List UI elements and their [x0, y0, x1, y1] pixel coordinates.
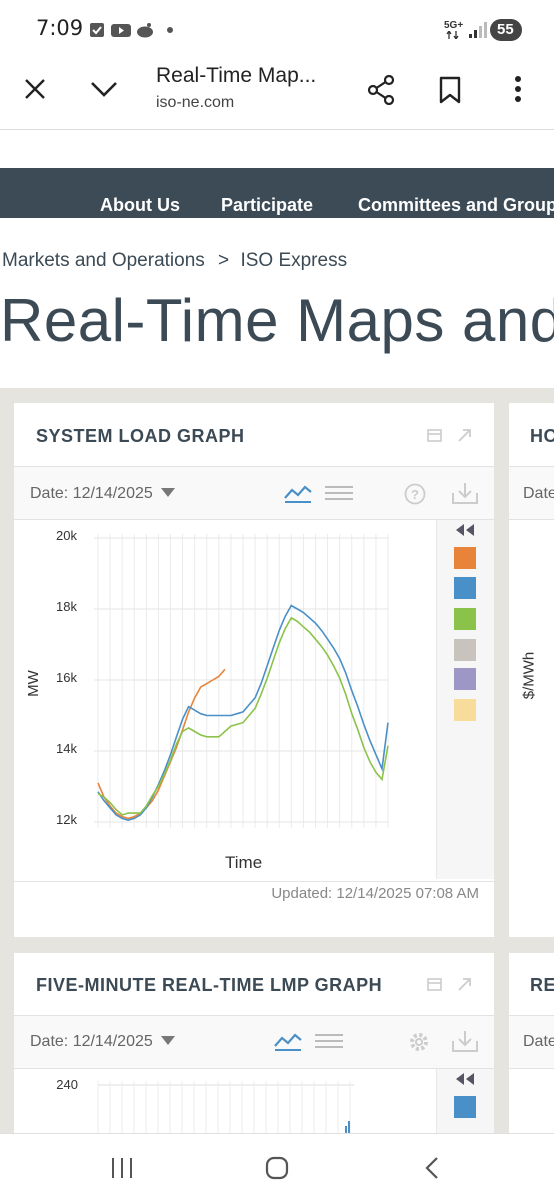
status-time: 7:09 — [36, 16, 84, 40]
status-bar: 7:09 5G+ 55 — [0, 0, 554, 60]
battery-indicator — [490, 19, 522, 41]
lmp-panel: FIVE-MINUTE REAL-TIME LMP GRAPH Date: 12… — [14, 953, 494, 1133]
battery-level: 55 — [497, 21, 514, 38]
series-line-1 — [97, 668, 226, 820]
hourly-date[interactable]: Date — [523, 485, 554, 502]
recent-apps-icon[interactable] — [110, 1156, 134, 1180]
hourly-panel: HO Date $/MWh — [509, 403, 554, 937]
youtube-icon — [111, 24, 131, 37]
lmp-table-view-icon[interactable] — [315, 1033, 343, 1049]
share-icon[interactable] — [367, 75, 395, 105]
lmp-legend-strip — [436, 1069, 494, 1133]
nav-about-us[interactable]: About Us — [100, 195, 180, 215]
line-chart-view-icon[interactable] — [284, 483, 312, 503]
date-dropdown-caret-icon[interactable] — [161, 488, 175, 498]
lmp-download-icon[interactable] — [451, 1029, 479, 1053]
right-bottom-toolbar: Date — [509, 1015, 554, 1069]
browser-toolbar: Real-Time Map... iso-ne.com — [0, 60, 554, 130]
system-load-chart — [94, 534, 389, 828]
lmp-y-tick-240: 240 — [56, 1077, 78, 1092]
bookmark-icon[interactable] — [439, 76, 461, 104]
more-notifications-icon — [167, 27, 173, 33]
y-tick-16k: 16k — [56, 670, 77, 685]
site-nav: About Us Participate Committees and Grou… — [0, 168, 554, 218]
lmp-toolbar: Date: 12/14/2025 — [14, 1015, 494, 1069]
help-icon[interactable]: ? — [404, 483, 426, 505]
nav-participate[interactable]: Participate — [221, 195, 314, 215]
chevron-down-icon[interactable] — [90, 80, 118, 98]
lmp-title: FIVE-MINUTE REAL-TIME LMP GRAPH — [36, 975, 383, 995]
updated-timestamp: Updated: 12/14/2025 07:08 AM — [271, 885, 479, 902]
system-load-toolbar: Date: 12/14/2025 ? — [14, 466, 494, 520]
right-bottom-date[interactable]: Date — [523, 1033, 554, 1050]
data-arrows-icon — [446, 31, 459, 39]
page-heading: Real-Time Maps and — [0, 287, 554, 354]
table-view-icon[interactable] — [325, 485, 353, 501]
minimize-icon[interactable] — [427, 429, 442, 442]
y-tick-14k: 14k — [56, 741, 77, 756]
right-bottom-title: RE — [530, 975, 554, 995]
hourly-y-label: $/MWh — [520, 651, 538, 700]
system-load-panel: SYSTEM LOAD GRAPH Date: 12/14/2025 ? 20k… — [14, 403, 494, 937]
more-options-icon[interactable] — [514, 75, 522, 103]
date-selector[interactable]: Date: 12/14/2025 — [30, 485, 153, 502]
page-url[interactable]: iso-ne.com — [156, 94, 235, 111]
system-navigation-bar — [0, 1133, 554, 1200]
legend-item-2[interactable] — [454, 577, 476, 599]
hourly-toolbar: Date — [509, 466, 554, 520]
legend-collapse-icon[interactable] — [455, 523, 475, 537]
y-tick-20k: 20k — [56, 528, 77, 543]
close-icon[interactable] — [24, 78, 46, 100]
lmp-legend-collapse-icon[interactable] — [455, 1072, 475, 1086]
download-icon[interactable] — [451, 481, 479, 505]
lmp-expand-icon[interactable] — [457, 977, 472, 992]
legend-item-1[interactable] — [454, 547, 476, 569]
system-load-title: SYSTEM LOAD GRAPH — [36, 426, 245, 446]
chart-footer-divider — [14, 881, 494, 882]
home-icon[interactable] — [265, 1156, 289, 1180]
settings-gear-icon[interactable] — [408, 1031, 430, 1053]
breadcrumb-current[interactable]: ISO Express — [240, 250, 348, 271]
lmp-minimize-icon[interactable] — [427, 978, 442, 991]
x-axis-label: Time — [225, 853, 263, 872]
network-type: 5G+ — [444, 20, 464, 31]
right-bottom-panel: RE Date — [509, 953, 554, 1133]
reddit-icon — [137, 23, 153, 38]
legend-item-4[interactable] — [454, 639, 476, 661]
signal-icon — [469, 22, 487, 38]
page-title: Real-Time Map... — [156, 64, 317, 87]
nav-committees[interactable]: Committees and Groups — [358, 195, 554, 215]
y-tick-12k: 12k — [56, 812, 77, 827]
hourly-panel-title: HO — [530, 426, 554, 446]
lmp-date-dropdown-caret-icon[interactable] — [161, 1036, 175, 1046]
breadcrumb-parent[interactable]: Markets and Operations — [2, 250, 205, 271]
lmp-chart — [97, 1081, 354, 1133]
lmp-date-selector[interactable]: Date: 12/14/2025 — [30, 1033, 153, 1050]
lmp-line-chart-view-icon[interactable] — [274, 1031, 302, 1051]
series-line-2 — [97, 604, 389, 822]
lmp-legend-item-1[interactable] — [454, 1096, 476, 1118]
breadcrumb-separator: > — [218, 250, 230, 271]
legend-item-3[interactable] — [454, 608, 476, 630]
legend-item-5[interactable] — [454, 668, 476, 690]
expand-icon[interactable] — [457, 428, 472, 443]
legend-item-6[interactable] — [454, 699, 476, 721]
breadcrumb: Markets and Operations > ISO Express — [2, 250, 347, 272]
svg-text:?: ? — [411, 487, 419, 502]
back-icon[interactable] — [424, 1156, 440, 1180]
y-tick-18k: 18k — [56, 599, 77, 614]
series-line-3 — [97, 616, 389, 816]
notification-check-icon — [90, 23, 104, 37]
